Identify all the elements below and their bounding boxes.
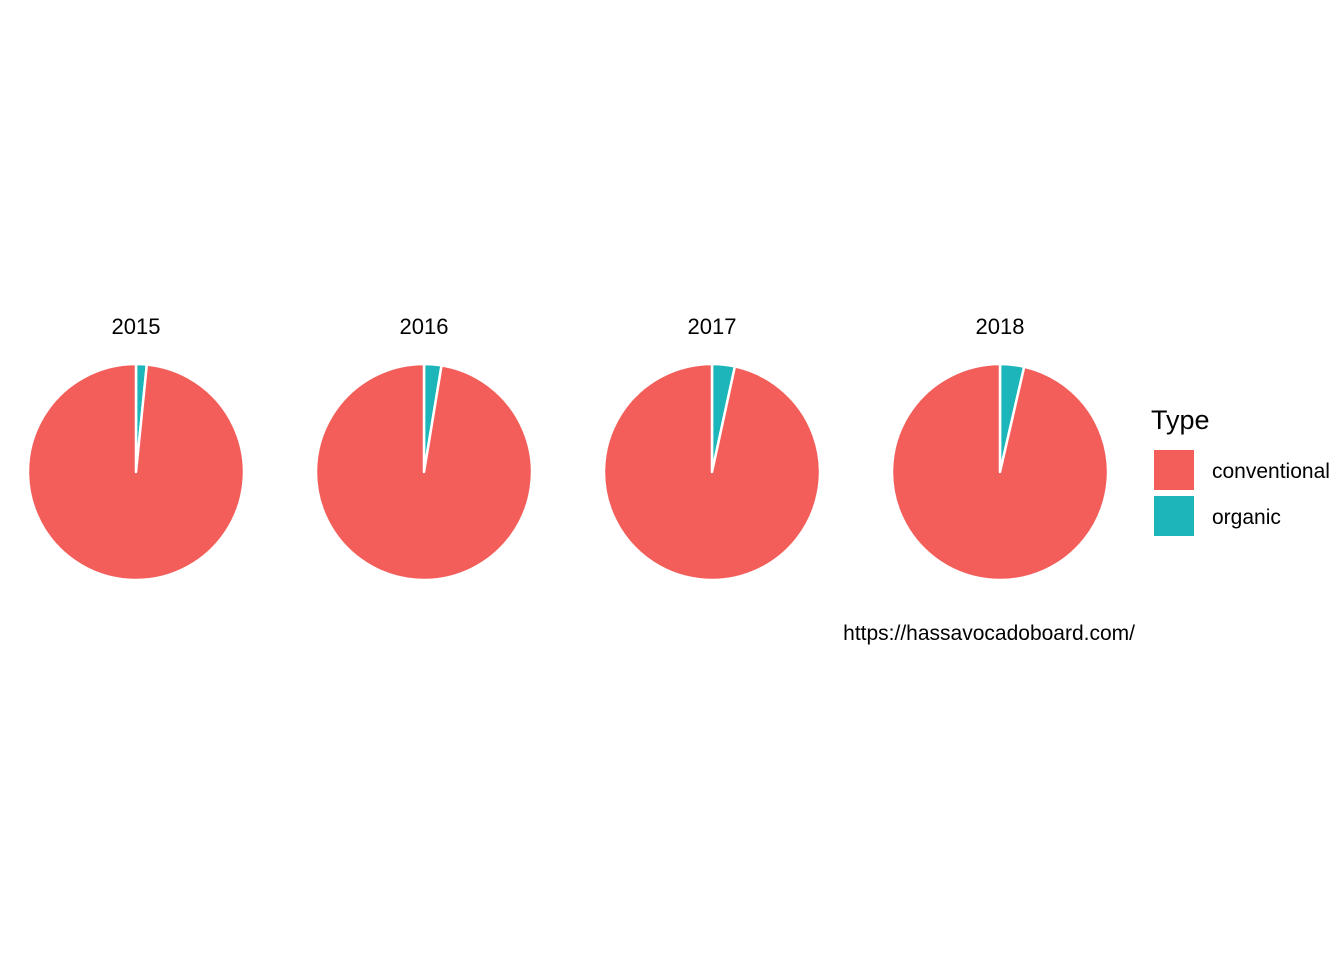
legend-key-conventional: [1154, 450, 1194, 490]
legend-label-organic: organic: [1212, 506, 1281, 529]
legend-items: conventional organic: [1154, 450, 1330, 536]
panel-label: 2018: [976, 314, 1025, 339]
pie-panel-2015: 2015: [26, 314, 246, 582]
pie-panel-2016: 2016: [314, 314, 534, 582]
chart-caption: https://hassavocadoboard.com/: [843, 622, 1135, 645]
pie-slice-conventional: [602, 362, 822, 582]
pie-slice-conventional: [26, 362, 246, 582]
pie-slice-conventional: [314, 362, 534, 582]
legend-key-organic: [1154, 496, 1194, 536]
legend: Type conventional organic: [1151, 405, 1330, 536]
pie-panel-2017: 2017: [602, 314, 822, 582]
facet-panels: 2015 2016 2017 2018: [26, 314, 1110, 582]
legend-title: Type: [1151, 405, 1210, 435]
pie-panel-2018: 2018: [890, 314, 1110, 582]
panel-label: 2016: [400, 314, 449, 339]
pie-slice-conventional: [890, 362, 1110, 582]
panel-label: 2015: [112, 314, 161, 339]
panel-label: 2017: [688, 314, 737, 339]
legend-label-conventional: conventional: [1212, 460, 1330, 483]
